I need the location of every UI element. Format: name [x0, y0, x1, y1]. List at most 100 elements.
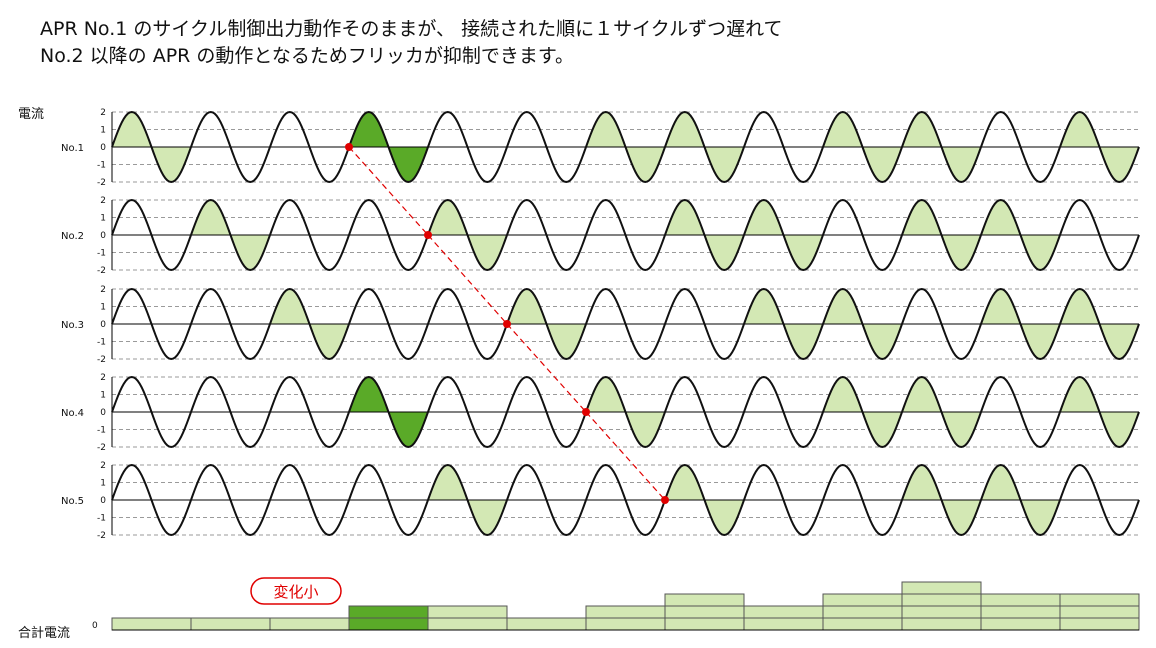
y-tick-label: 1 — [100, 126, 106, 136]
total-bar-segment — [980, 617, 1061, 631]
positive-half-fill — [744, 289, 784, 324]
negative-half-fill — [783, 235, 823, 270]
y-tick-label: 1 — [100, 214, 106, 224]
negative-half-fill — [941, 412, 981, 447]
sine-wave — [111, 198, 1140, 272]
y-tick-label: 0 — [100, 408, 106, 418]
total-bar-segment — [1059, 617, 1140, 631]
y-tick-label: -1 — [97, 514, 106, 524]
positive-half-fill — [586, 112, 626, 147]
headline-line-1: APR No.1 のサイクル制御出力動作そのままが、 接続された順に１サイクルず… — [40, 18, 783, 40]
change-callout-label: 変化小 — [273, 583, 318, 601]
negative-half-fill — [1099, 412, 1139, 447]
y-tick-label: -1 — [97, 426, 106, 436]
series-label: No.3 — [61, 320, 84, 331]
y-tick-label: -2 — [97, 266, 106, 276]
y-tick-label: -1 — [97, 338, 106, 348]
negative-half-fill — [467, 235, 507, 270]
negative-half-fill — [862, 412, 902, 447]
cycle-start-marker — [661, 496, 669, 504]
negative-half-fill — [1020, 235, 1060, 270]
change-callout-frame — [250, 577, 342, 605]
total-bar-segment — [348, 605, 429, 619]
total-bar-segment — [822, 605, 903, 619]
sine-wave — [111, 375, 1140, 449]
negative-half-fill — [704, 500, 744, 535]
y-tick-label: -2 — [97, 355, 106, 365]
positive-half-fill — [586, 377, 626, 412]
sine-wave — [111, 463, 1140, 537]
y-tick-label: 2 — [100, 196, 106, 206]
total-bar — [822, 593, 903, 631]
negative-half-fill — [783, 324, 823, 359]
negative-half-fill — [941, 235, 981, 270]
series-label: No.5 — [61, 496, 84, 507]
cycle-start-marker — [503, 320, 511, 328]
total-bar — [111, 617, 192, 631]
y-tick-label: -1 — [97, 249, 106, 259]
positive-half-fill — [902, 377, 942, 412]
total-bar — [348, 605, 429, 631]
y-tick-label: 2 — [100, 285, 106, 295]
total-bar-segment — [743, 617, 824, 631]
total-bar-segment — [585, 605, 666, 619]
y-tick-label: 1 — [100, 479, 106, 489]
cycle-start-marker — [582, 408, 590, 416]
total-bar — [664, 593, 745, 631]
positive-half-fill — [902, 465, 942, 500]
positive-half-fill — [823, 112, 863, 147]
y-tick-label: 0 — [100, 496, 106, 506]
negative-half-fill — [546, 324, 586, 359]
total-bar-segment — [743, 605, 824, 619]
current-label: 電流 — [18, 107, 44, 122]
series-label: No.4 — [61, 408, 84, 419]
waveform-rows: 2 1 0 -1 -2 No.1 2 1 0 -1 -2 No.2 2 1 0 -1 -2 No.3 2 1 0 -1 -2… — [61, 108, 1140, 541]
negative-half-fill — [941, 147, 981, 182]
positive-half-fill — [112, 112, 152, 147]
y-tick-label: 2 — [100, 108, 106, 118]
y-tick-label: 2 — [100, 461, 106, 471]
y-tick-label: -2 — [97, 443, 106, 453]
positive-half-fill — [665, 112, 705, 147]
total-bar — [1059, 593, 1140, 631]
total-bar-segment — [822, 617, 903, 631]
positive-half-fill — [191, 200, 231, 235]
total-bar-segment — [1059, 593, 1140, 607]
total-bar — [980, 593, 1061, 631]
cycle-start-marker — [424, 231, 432, 239]
total-bar — [585, 605, 666, 631]
positive-half-fill — [507, 289, 547, 324]
positive-half-fill — [349, 377, 389, 412]
positive-half-fill — [270, 289, 310, 324]
positive-half-fill — [823, 377, 863, 412]
y-tick-label: 2 — [100, 373, 106, 383]
total-bar-segment — [664, 605, 745, 619]
positive-half-fill — [981, 200, 1021, 235]
total-bar-segment — [348, 617, 429, 631]
y-tick-label: -1 — [97, 161, 106, 171]
total-current-bars — [111, 581, 1140, 631]
total-bar — [427, 605, 508, 631]
waveform-row: 2 1 0 -1 -2 No.3 — [61, 285, 1140, 365]
total-bar-segment — [664, 617, 745, 631]
total-zero-tick: 0 — [92, 621, 98, 631]
negative-half-fill — [862, 324, 902, 359]
negative-half-fill — [704, 147, 744, 182]
total-bar-segment — [111, 617, 192, 631]
waveform-row: 2 1 0 -1 -2 No.1 — [61, 108, 1140, 188]
positive-half-fill — [823, 289, 863, 324]
total-bar-segment — [901, 605, 982, 619]
sine-wave — [111, 110, 1140, 184]
positive-half-fill — [349, 112, 389, 147]
waveform-row: 2 1 0 -1 -2 No.5 — [61, 461, 1140, 541]
negative-half-fill — [388, 147, 428, 182]
positive-half-fill — [981, 465, 1021, 500]
total-bar — [269, 617, 350, 631]
headline-line-2: No.2 以降の APR の動作となるためフリッカが抑制できます。 — [40, 45, 574, 67]
negative-half-fill — [388, 412, 428, 447]
series-label: No.2 — [61, 231, 84, 242]
total-bar-segment — [585, 617, 666, 631]
headline: APR No.1 のサイクル制御出力動作そのままが、 接続された順に１サイクルず… — [40, 16, 1140, 70]
positive-half-fill — [665, 465, 705, 500]
